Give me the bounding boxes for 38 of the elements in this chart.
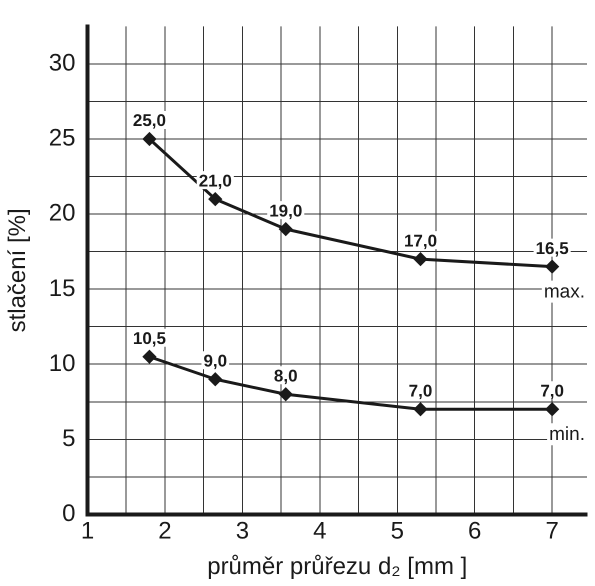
x-tick-label: 7 [545,517,559,544]
y-tick-label: 0 [62,500,76,528]
y-tick-label: 30 [48,50,76,77]
point [414,402,427,416]
point [414,252,427,266]
data-label: 19,0 [269,201,302,220]
x-tick-label: 6 [468,517,482,544]
x-tick-label: 5 [390,517,404,544]
point [208,372,222,386]
series-label: min. [549,424,585,446]
x-axis-title: průměr průřezu d₂ [mm ] [207,553,468,580]
point [142,132,156,146]
data-label: 8,0 [274,366,298,386]
point [142,350,156,364]
y-tick-label: 15 [48,274,76,302]
point [279,222,292,236]
y-tick-label: 10 [48,350,76,377]
point [208,192,222,206]
data-label: 10,5 [132,328,166,348]
x-tick-label: 1 [80,517,94,544]
point [546,402,559,416]
y-axis-title: stlačení [%] [4,208,32,332]
data-label: 17,0 [404,231,438,250]
y-tick-label: 5 [62,424,76,452]
data-label: 9,0 [203,351,228,370]
x-tick-label: 4 [313,517,327,544]
data-label: 16,5 [536,238,569,258]
data-label: 7,0 [408,381,432,400]
x-tick-label: 2 [158,517,172,544]
y-tick-label: 20 [48,200,76,227]
x-tick-label: 3 [236,517,250,544]
series-label: max. [544,281,585,302]
data-label: 21,0 [198,171,232,190]
y-tick-label: 25 [48,124,76,152]
data-label: 7,0 [540,381,564,400]
point [279,388,292,401]
point [546,260,559,274]
data-label: 25,0 [132,111,166,130]
